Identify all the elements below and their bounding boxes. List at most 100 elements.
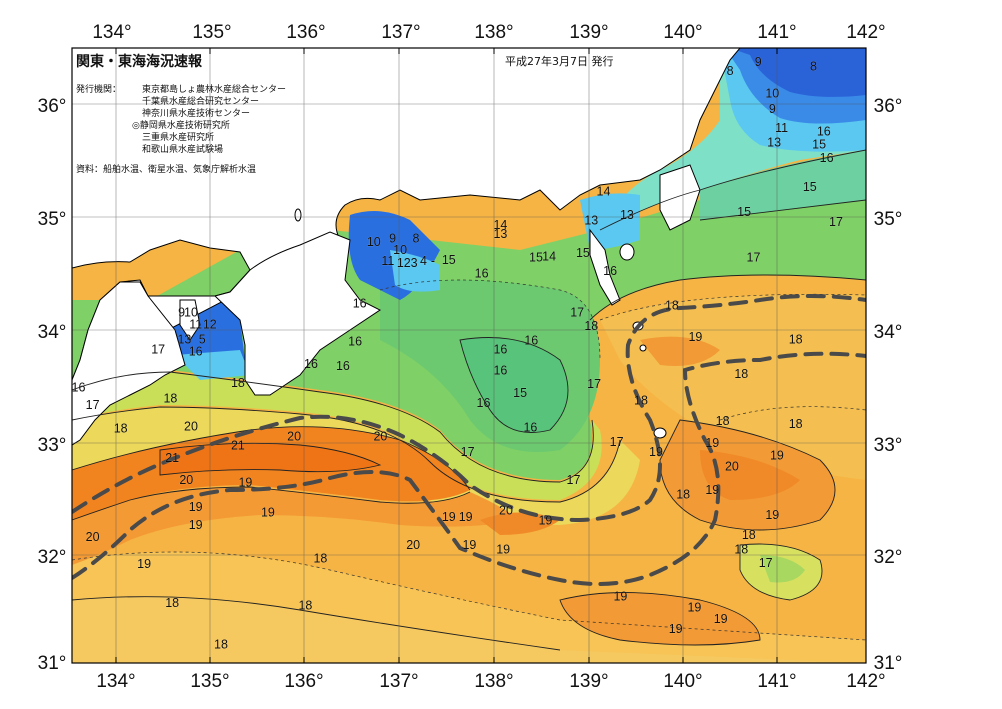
contour-value-label: 18: [665, 299, 679, 313]
contour-value-label: 16: [820, 151, 834, 165]
kuroshio-axis: [72, 294, 866, 586]
contour-value-label: 17: [610, 435, 624, 449]
contour-value-label: 18: [734, 367, 748, 381]
contour-value-label: 17: [587, 377, 601, 391]
lat-label-right: 35°: [874, 209, 903, 230]
lon-label-bottom: 142°: [846, 671, 885, 692]
contour-value-label: 10: [393, 243, 407, 257]
page-title: 関東・東海海況速報: [76, 53, 203, 70]
contour-value-label: 5: [199, 332, 206, 346]
contour-value-label: 18: [789, 417, 803, 431]
contour-value-label: 15: [442, 253, 456, 267]
contour-value-label: 11: [381, 254, 394, 268]
axis-ticks: [115, 48, 778, 663]
contour-value-label: 16: [475, 266, 489, 280]
lon-label-top: 141°: [757, 22, 796, 43]
contour-value-label: 19: [765, 508, 779, 522]
contour-value-label: 18: [789, 332, 803, 346]
contour-value-label: 12: [397, 256, 411, 270]
contour-value-label: 10: [184, 305, 198, 319]
contour-value-label: 16: [493, 364, 507, 378]
contour-value-label: 13: [584, 214, 598, 228]
lat-label-left: 35°: [38, 209, 67, 230]
contour-value-label: 17: [567, 473, 581, 487]
contour-value-label: 19: [238, 475, 252, 489]
contour-value-label: 15: [803, 180, 817, 194]
lat-label-left: 31°: [38, 653, 67, 674]
contour-value-label: 20: [406, 538, 420, 552]
contour-value-label: 14: [542, 250, 556, 264]
contour-value-label: 9: [389, 232, 396, 246]
contour-value-label: 20: [725, 460, 739, 474]
contour-value-label: 18: [734, 542, 748, 556]
left-latitude-labels: 36° 35° 34° 33° 32° 31°: [38, 96, 67, 674]
contour-value-label: 19: [688, 330, 702, 344]
contour-value-label: 19: [669, 622, 683, 636]
contour-value-label: -: [431, 254, 435, 268]
issuers-label: 発行機関：: [76, 83, 121, 95]
contour-value-label: 16: [603, 264, 617, 278]
lon-label-bottom: 140°: [663, 671, 702, 692]
contour-value-label: 18: [114, 422, 128, 436]
lat-label-left: 32°: [38, 547, 67, 568]
contour-value-label: 20: [179, 473, 193, 487]
contour-value-label: 18: [313, 551, 327, 565]
issuer-item: 三重県水産研究所: [142, 131, 214, 143]
contour-value-label: 16: [336, 359, 350, 373]
lon-label-bottom: 139°: [569, 671, 608, 692]
land: [72, 48, 741, 446]
contour-value-label: 21: [165, 451, 179, 465]
issuer-item: 東京都島しょ農林水産総合センター: [142, 83, 286, 95]
isotherm-lines: [72, 149, 866, 651]
contour-value-label: 19: [649, 445, 663, 459]
contour-value-label: 10: [765, 86, 779, 100]
contour-value-label: 19: [613, 589, 627, 603]
contour-value-label: 18: [676, 488, 690, 502]
lon-label-bottom: 135°: [190, 671, 229, 692]
contour-value-label: 13: [767, 136, 781, 150]
lon-label-bottom: 136°: [284, 671, 323, 692]
contour-value-label: 19: [189, 500, 203, 514]
contour-value-label: 10: [367, 235, 381, 249]
contour-value-label: 17: [86, 398, 100, 412]
lon-label-top: 142°: [846, 22, 885, 43]
contour-value-label: 17: [829, 215, 843, 229]
lon-label-top: 138°: [474, 22, 513, 43]
contour-value-label: 19: [189, 518, 203, 532]
lat-label-right: 31°: [874, 653, 903, 674]
contour-value-label: 20: [184, 420, 198, 434]
contour-value-label: 13: [177, 332, 191, 346]
issuer-item: 和歌山県水産試験場: [142, 143, 223, 155]
contour-value-label: 19: [538, 513, 552, 527]
contour-value-label: 18: [634, 394, 648, 408]
contour-value-label: 16: [304, 357, 318, 371]
contour-value-label: 16: [523, 421, 537, 435]
contour-value-label: 12: [203, 318, 217, 332]
lon-label-bottom: 138°: [474, 671, 513, 692]
contour-value-label: 18: [584, 319, 598, 333]
contour-value-label: 17: [570, 305, 584, 319]
lat-label-left: 36°: [38, 96, 67, 117]
contour-value-label: 19: [770, 449, 784, 463]
contour-value-label: 21: [231, 439, 245, 453]
contour-value-label: 15: [576, 246, 590, 260]
contour-value-label: 19: [687, 601, 701, 615]
contour-value-label: 18: [214, 638, 228, 652]
contour-value-label: 8: [413, 232, 420, 246]
contour-value-label: 19: [462, 538, 476, 552]
contour-value-label: 14: [597, 185, 611, 199]
contour-value-label: 17: [151, 342, 165, 356]
lon-label-top: 134°: [92, 22, 131, 43]
contour-value-label: 14: [493, 218, 507, 232]
lat-label-left: 34°: [38, 322, 67, 343]
contour-value-label: 9: [755, 55, 762, 69]
issuer-item: ◎静岡県水産技術研究所: [132, 119, 230, 131]
contour-value-label: 16: [524, 333, 538, 347]
contour-value-label: 19: [442, 510, 456, 524]
lon-label-bottom: 141°: [757, 671, 796, 692]
contour-value-label: 15: [513, 386, 527, 400]
map-frame: [71, 47, 867, 664]
contour-value-label: 16: [353, 297, 367, 311]
